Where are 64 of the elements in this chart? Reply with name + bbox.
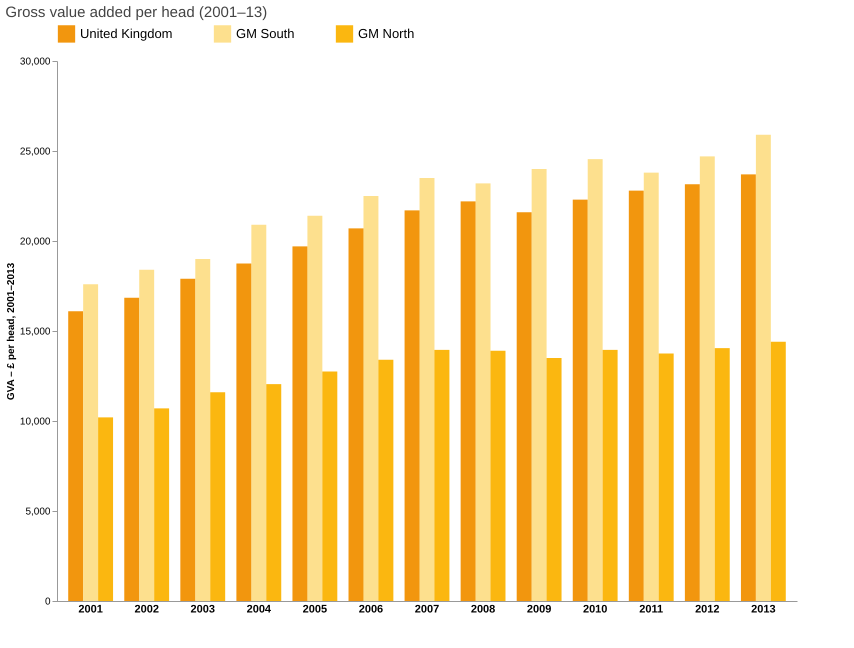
y-tick-label: 25,000 bbox=[20, 146, 51, 158]
bar bbox=[236, 264, 252, 601]
y-tick-label: 10,000 bbox=[20, 416, 51, 428]
bar bbox=[307, 216, 322, 601]
bar bbox=[180, 278, 196, 601]
bar bbox=[154, 408, 170, 601]
y-tick-label: 30,000 bbox=[20, 56, 51, 68]
x-tick-label: 2006 bbox=[358, 604, 384, 616]
bar bbox=[644, 172, 659, 601]
bar bbox=[658, 354, 674, 601]
x-tick-label: 2009 bbox=[526, 604, 552, 616]
y-tick-label: 0 bbox=[44, 596, 51, 608]
legend-label: United Kingdom bbox=[80, 26, 172, 41]
bar bbox=[572, 200, 588, 601]
bar bbox=[770, 342, 786, 601]
legend-label: GM South bbox=[236, 26, 295, 41]
bar bbox=[628, 190, 644, 601]
x-tick-label: 2008 bbox=[470, 604, 496, 616]
x-tick-label: 2011 bbox=[639, 604, 664, 616]
bar bbox=[516, 212, 532, 601]
bar bbox=[476, 183, 491, 601]
x-tick-label: 2012 bbox=[695, 604, 720, 616]
bar bbox=[348, 228, 364, 601]
legend-label: GM North bbox=[358, 26, 414, 41]
bar bbox=[700, 156, 715, 601]
bar bbox=[532, 169, 547, 601]
x-tick-label: 2007 bbox=[414, 604, 440, 616]
bar bbox=[420, 178, 434, 601]
x-tick-label: 2001 bbox=[78, 604, 103, 616]
bar bbox=[378, 360, 394, 601]
chart-title: Gross value added per head (2001–13) bbox=[5, 4, 268, 21]
y-tick-label: 15,000 bbox=[20, 326, 51, 338]
bar bbox=[588, 159, 603, 601]
bar bbox=[83, 284, 98, 601]
bar bbox=[139, 270, 154, 601]
y-tick-label: 20,000 bbox=[20, 236, 51, 248]
x-tick-label: 2005 bbox=[302, 604, 328, 616]
x-tick-label: 2013 bbox=[751, 604, 776, 616]
bar bbox=[602, 350, 618, 601]
bar bbox=[210, 392, 226, 601]
bar bbox=[714, 348, 730, 601]
y-axis-title: GVA – £ per head, 2001–2013 bbox=[6, 262, 17, 400]
bar bbox=[740, 174, 756, 601]
x-tick-label: 2004 bbox=[246, 604, 272, 616]
bar bbox=[404, 210, 420, 601]
bar bbox=[98, 417, 114, 601]
bar bbox=[251, 224, 266, 601]
bar bbox=[363, 196, 378, 601]
x-tick-label: 2002 bbox=[134, 604, 159, 616]
bar bbox=[460, 201, 476, 601]
bar bbox=[434, 350, 450, 601]
y-tick-label: 5,000 bbox=[25, 506, 51, 518]
bar bbox=[684, 184, 700, 601]
bar bbox=[490, 350, 506, 601]
bar bbox=[322, 372, 338, 601]
x-tick-label: 2010 bbox=[582, 604, 608, 616]
bar bbox=[195, 259, 210, 601]
bar bbox=[68, 311, 84, 601]
bar bbox=[266, 384, 282, 601]
bar bbox=[546, 358, 562, 601]
bar bbox=[292, 246, 308, 601]
x-tick-label: 2003 bbox=[190, 604, 215, 616]
bar bbox=[756, 134, 771, 601]
bar bbox=[124, 298, 140, 601]
